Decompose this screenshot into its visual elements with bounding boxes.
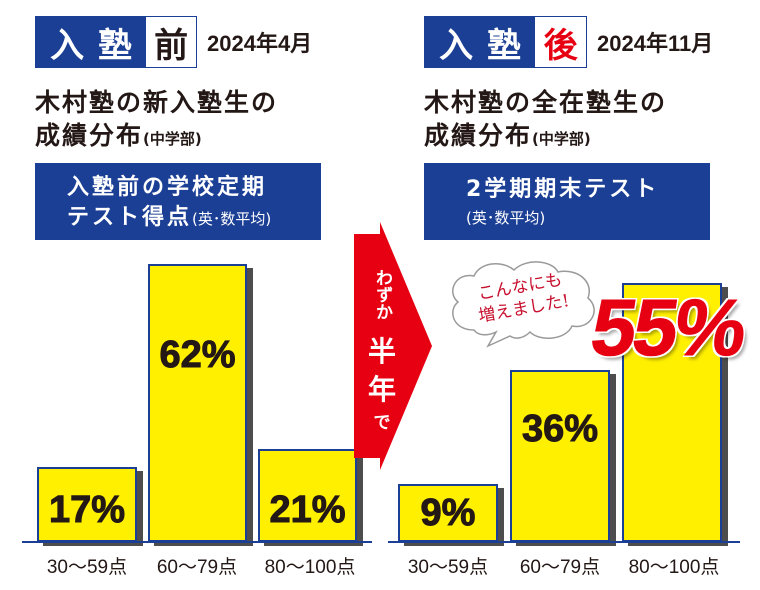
before-bar-3-value: 21%	[269, 489, 346, 532]
after-title-line2-wrap: 成績分布(中学部)	[424, 119, 667, 156]
arrow-text-3: 年	[367, 373, 396, 406]
after-bar-3	[622, 283, 722, 542]
after-test-box: 2学期期末テスト (英･数平均)	[424, 163, 710, 240]
after-badge: 入塾 後	[424, 16, 587, 68]
after-baseline	[388, 541, 740, 543]
after-title: 木村塾の全在塾生の 成績分布(中学部)	[424, 86, 667, 156]
before-bar-1: 17%	[37, 467, 137, 542]
after-bar-3-value: 55%	[585, 283, 750, 373]
after-date: 2024年11月	[597, 31, 714, 56]
arrow-right-icon	[354, 222, 432, 470]
after-cat-2: 60〜79点	[519, 557, 601, 578]
before-box-note: (英･数平均)	[192, 210, 272, 228]
before-test-box: 入塾前の学校定期 テスト得点(英･数平均)	[35, 163, 321, 240]
before-cat-3: 80〜100点	[264, 557, 356, 578]
after-title-note: (中学部)	[532, 130, 591, 148]
after-cat-1: 30〜59点	[407, 557, 489, 578]
after-badge-white: 後	[535, 17, 586, 67]
before-title-line2-wrap: 成績分布(中学部)	[35, 119, 278, 156]
after-cat-3: 80〜100点	[628, 557, 720, 578]
before-box-line2-wrap: テスト得点(英･数平均)	[67, 203, 321, 234]
before-box-line2: テスト得点	[67, 205, 193, 230]
arrow-text-1: わずか	[372, 268, 392, 320]
after-box-note: (英･数平均)	[466, 209, 546, 227]
arrow-text-4: で	[373, 413, 391, 433]
before-title: 木村塾の新入塾生の 成績分布(中学部)	[35, 86, 278, 156]
after-title-line1: 木村塾の全在塾生の	[424, 88, 668, 117]
after-badge-blue: 入塾	[425, 17, 536, 67]
before-cat-1: 30〜59点	[46, 557, 128, 578]
speech-bubble	[452, 261, 595, 348]
after-bar-1: 9%	[398, 484, 498, 542]
after-bar-2: 36%	[510, 370, 610, 542]
before-badge: 入塾 前	[35, 16, 197, 68]
after-title-line2: 成績分布	[424, 121, 533, 150]
before-date: 2024年4月	[207, 31, 313, 56]
before-cat-2: 60〜79点	[156, 557, 238, 578]
before-title-note: (中学部)	[143, 130, 202, 148]
before-box-line1: 入塾前の学校定期	[67, 175, 268, 200]
before-bar-3: 21%	[258, 449, 357, 542]
before-badge-blue: 入塾	[36, 17, 147, 67]
before-title-line1: 木村塾の新入塾生の	[35, 88, 279, 117]
before-bar-2: 62%	[148, 264, 247, 542]
before-baseline	[22, 541, 372, 543]
after-bar-2-value: 36%	[521, 408, 599, 451]
after-box-line1: 2学期期末テスト	[466, 177, 660, 202]
arrow-text-2: 半	[367, 335, 396, 368]
before-title-line2: 成績分布	[35, 121, 144, 150]
after-bar-1-value: 9%	[420, 492, 476, 535]
before-bar-1-value: 17%	[48, 489, 126, 532]
before-bar-2-value: 62%	[159, 334, 236, 377]
before-badge-white: 前	[146, 17, 196, 67]
